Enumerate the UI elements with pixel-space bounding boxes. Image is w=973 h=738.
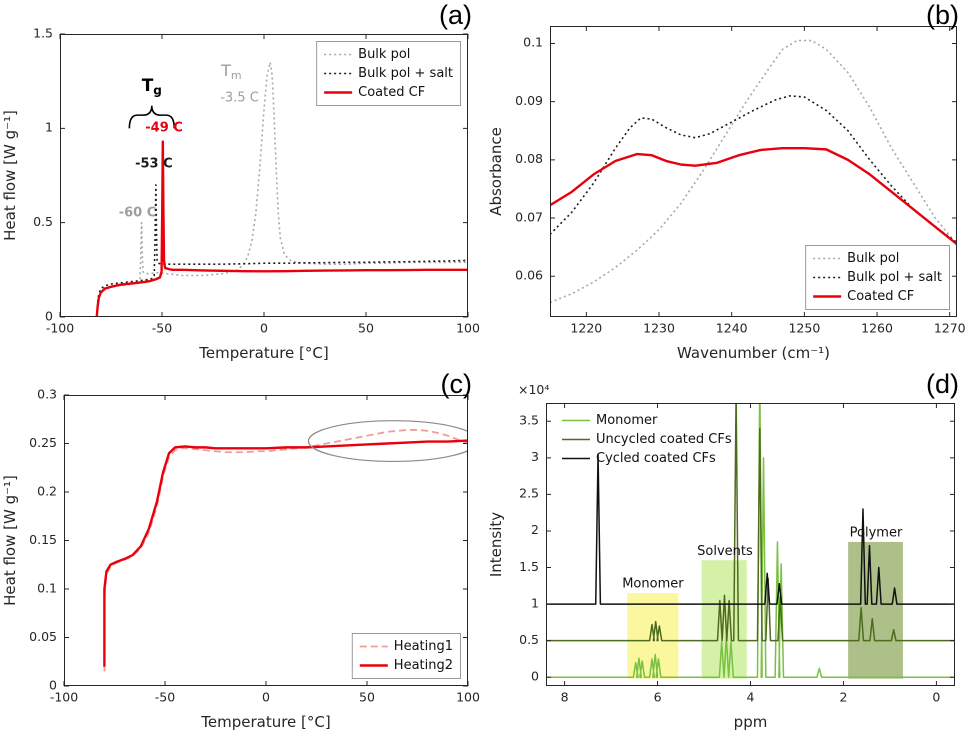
chart-d-canvas bbox=[486, 369, 973, 738]
panel-label-a: (a) bbox=[439, 0, 472, 30]
panel-a: (a) bbox=[0, 0, 486, 369]
panel-label-c: (c) bbox=[440, 369, 472, 399]
chart-a-canvas bbox=[0, 0, 486, 369]
panel-label-b: (b) bbox=[926, 0, 959, 30]
panel-c: (c) bbox=[0, 369, 486, 738]
panel-label-d: (d) bbox=[926, 369, 959, 399]
panel-b: (b) bbox=[486, 0, 973, 369]
chart-c-canvas bbox=[0, 369, 486, 738]
panel-d: (d) bbox=[486, 369, 973, 738]
chart-b-canvas bbox=[486, 0, 973, 369]
